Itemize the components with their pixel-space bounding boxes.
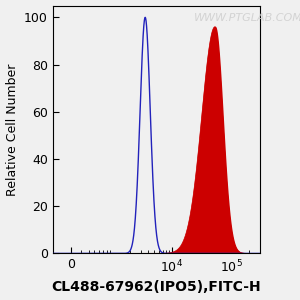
Text: WWW.PTGLAB.COM: WWW.PTGLAB.COM	[194, 13, 300, 23]
Y-axis label: Relative Cell Number: Relative Cell Number	[6, 63, 19, 196]
X-axis label: CL488-67962(IPO5),FITC-H: CL488-67962(IPO5),FITC-H	[52, 280, 261, 294]
